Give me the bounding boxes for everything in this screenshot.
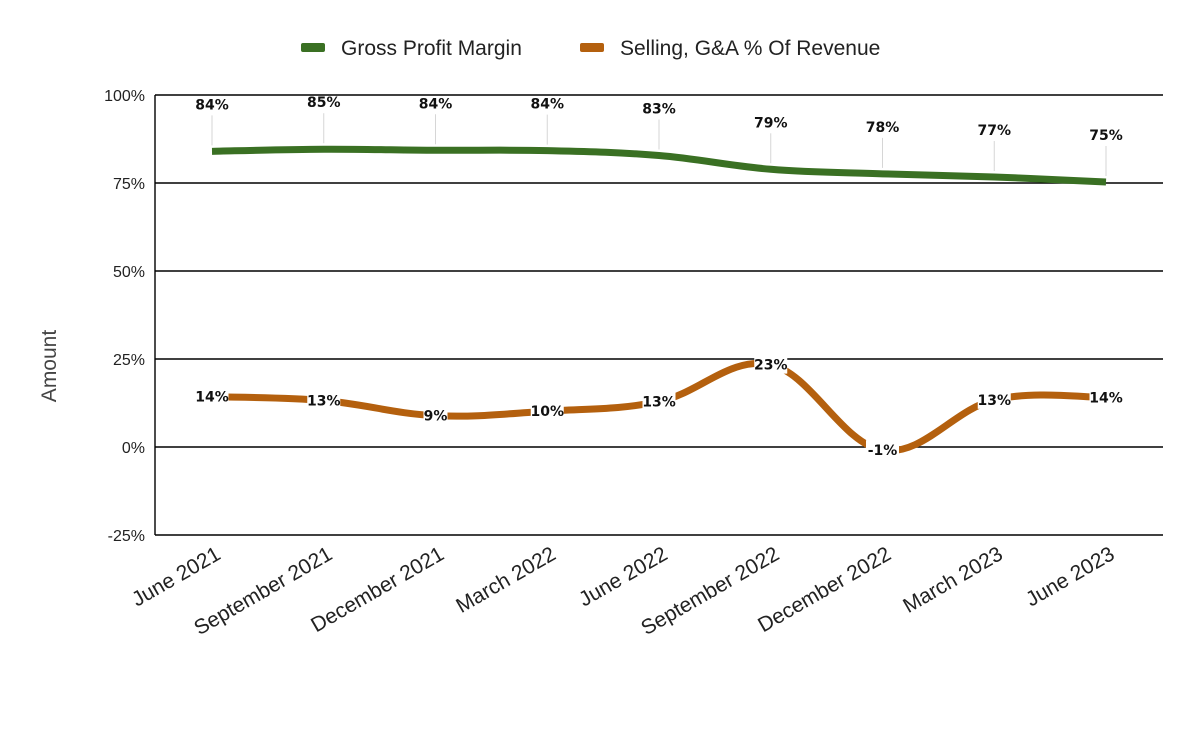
legend-item-selling-ga[interactable]: Selling, G&A % Of Revenue [580,37,880,60]
x-tick-label: June 2023 [1022,542,1118,611]
y-axis-title: Amount [38,330,61,403]
data-label-gross-profit-margin: 84% [530,97,564,113]
y-tick-label: 50% [113,264,145,281]
data-label-background [530,401,564,421]
data-label-background [195,386,229,406]
x-tick-label: March 2023 [899,542,1007,617]
legend-label-selling-ga: Selling, G&A % Of Revenue [620,37,880,60]
x-tick-label: June 2022 [575,542,671,611]
gridlines [155,94,1163,536]
data-label-background [423,405,448,425]
data-label-background [642,391,676,411]
data-label-background [307,390,341,410]
data-label-selling-ga: 9% [424,409,448,425]
legend-item-gross-profit-margin[interactable]: Gross Profit Margin [301,37,522,60]
data-label-background [977,389,1011,409]
y-tick-label: 75% [113,176,145,193]
y-tick-label: 0% [122,440,145,457]
legend-swatch-gross-profit-margin [301,43,325,52]
y-tick-label: -25% [108,528,145,545]
data-label-selling-ga: 23% [754,358,788,374]
data-label-gross-profit-margin: 75% [1089,128,1123,144]
legend-swatch-selling-ga [580,43,604,52]
legend-label-gross-profit-margin: Gross Profit Margin [341,37,522,60]
data-label-gross-profit-margin: 78% [866,120,900,136]
data-label-selling-ga: -1% [868,443,898,459]
data-label-selling-ga: 14% [195,390,229,406]
legend: Gross Profit Margin Selling, G&A % Of Re… [301,37,880,60]
x-tick-label: June 2021 [128,542,224,611]
y-axis-ticks: -25% 0% 25% 50% 75% 100% [104,88,145,545]
data-label-gross-profit-margin: 79% [754,115,788,131]
series-line-gross-profit-margin [211,145,1107,186]
y-tick-label: 25% [113,352,145,369]
data-label-selling-ga: 13% [977,393,1011,409]
data-label-selling-ga: 13% [642,395,676,411]
x-tick-label: March 2022 [452,542,560,617]
data-label-gross-profit-margin: 83% [642,102,676,118]
data-label-background [754,354,788,374]
data-label-background [1089,387,1123,407]
data-label-gross-profit-margin: 77% [977,123,1011,139]
y-tick-label: 100% [104,88,145,105]
data-label-background [866,440,899,460]
data-label-selling-ga: 13% [307,394,341,410]
data-label-gross-profit-margin: 84% [195,97,229,113]
data-label-selling-ga: 14% [1089,390,1123,406]
data-labels: 84% 85% 84% 84% 83% 79% 78% 77% 75% 14% 13% 9% 10% 13… [195,95,1123,460]
data-label-gross-profit-margin: 85% [307,95,341,111]
data-label-gross-profit-margin: 84% [419,96,453,112]
data-label-selling-ga: 10% [530,404,564,420]
